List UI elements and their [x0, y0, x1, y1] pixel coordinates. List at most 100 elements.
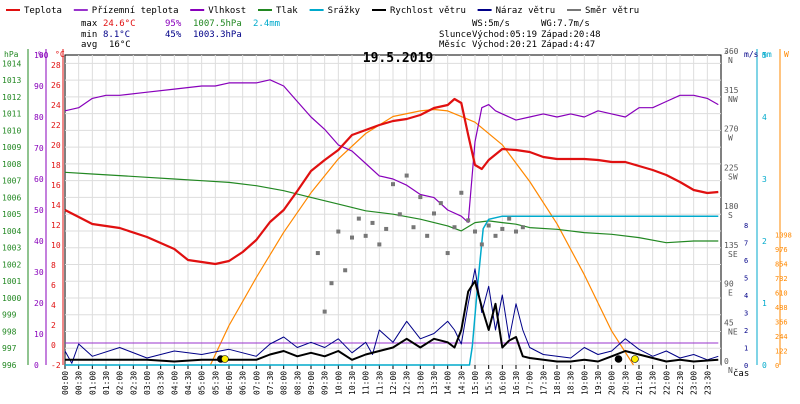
direction-tick: 360	[724, 47, 739, 56]
temperature-tick: 28	[51, 61, 61, 70]
humidity-tick: 90	[34, 82, 44, 91]
x-tick-label: 11:00	[362, 371, 371, 395]
direction-label: W	[728, 134, 733, 143]
x-tick-label: 22:30	[676, 371, 685, 395]
pressure-tick: 1010	[2, 126, 21, 135]
wind-direction-point	[397, 212, 402, 217]
rain-tick: 4	[762, 113, 767, 122]
temperature-tick: 16	[51, 181, 61, 190]
stats-min-hum: 45%	[165, 30, 182, 40]
wind-direction-point	[500, 226, 505, 231]
sun-moon-marker	[614, 355, 623, 363]
x-tick-label: 12:30	[403, 371, 412, 395]
temperature-tick: 10	[51, 241, 61, 250]
stats-min-label: min	[81, 30, 97, 40]
legend-label-pressure: Tlak	[276, 6, 298, 16]
humidity-tick: 30	[34, 268, 44, 277]
wind-direction-point	[514, 229, 518, 234]
wind-tick: 5	[744, 275, 748, 283]
humidity-unit: %	[38, 50, 43, 59]
direction-label: SW	[728, 172, 738, 181]
wind-tick: 4	[744, 292, 748, 300]
direction-tick: 45	[724, 318, 734, 327]
x-tick-label: 16:30	[512, 371, 521, 395]
x-tick-label: 03:30	[157, 371, 166, 395]
direction-tick: 225	[724, 163, 739, 172]
solar-unit: W	[784, 50, 789, 59]
humidity-tick: 100	[34, 51, 49, 60]
wind-direction-point	[520, 225, 525, 230]
x-tick-label: 08:30	[293, 371, 302, 395]
pressure-tick: 1008	[2, 160, 21, 169]
stats-max-press: 1007.5hPa	[193, 19, 242, 29]
x-tick-label: 03:00	[143, 371, 152, 395]
rain-tick: 3	[762, 175, 767, 184]
x-tick-label: 09:30	[321, 371, 330, 395]
x-tick-label: 14:00	[444, 371, 453, 395]
wind-direction-point	[507, 216, 512, 221]
x-tick-label: 20:30	[621, 371, 630, 395]
wind-direction-point	[391, 182, 395, 187]
wind-direction-point	[473, 229, 477, 234]
x-tick-label: 20:00	[608, 371, 617, 395]
temperature-tick: 4	[51, 301, 56, 310]
wind-direction-point	[343, 268, 348, 273]
stats-max-label: max	[81, 19, 98, 29]
sunset-time: Západ:20:48	[541, 30, 601, 40]
direction-label: E	[728, 289, 733, 298]
pressure-tick: 1007	[2, 177, 21, 186]
sun-moon-marker	[631, 355, 639, 363]
x-tick-label: 21:00	[635, 371, 644, 395]
humidity-tick: 40	[34, 237, 44, 246]
wind-direction-point	[438, 201, 443, 206]
x-tick-label: 05:30	[211, 371, 220, 395]
legend-label-wind_speed: Rychlost větru	[390, 6, 466, 16]
wind-direction-point	[479, 242, 484, 247]
wind-direction-point	[350, 235, 354, 240]
direction-tick: 135	[724, 241, 739, 250]
direction-label: NW	[728, 95, 738, 104]
pressure-unit: hPa	[4, 50, 19, 59]
pressure-tick: 1002	[2, 260, 21, 269]
humidity-tick: 70	[34, 144, 44, 153]
solar-tick: 854	[775, 261, 788, 269]
wind-direction-point	[329, 281, 334, 286]
temperature-tick: 22	[51, 121, 61, 130]
pressure-tick: 1014	[2, 59, 21, 68]
pressure-tick: 1005	[2, 210, 21, 219]
x-tick-label: 11:30	[375, 371, 384, 395]
solar-tick: 0	[775, 362, 779, 370]
wind-direction-point	[445, 251, 450, 256]
humidity-tick: 50	[34, 206, 44, 215]
wind-tick: 0	[744, 362, 748, 370]
series-humidity	[64, 79, 719, 223]
x-tick-label: 17:30	[539, 371, 548, 395]
x-tick-label: 07:00	[252, 371, 261, 395]
direction-tick: 180	[724, 202, 739, 211]
temperature-tick: 20	[51, 141, 61, 150]
x-tick-label: 10:30	[348, 371, 357, 395]
x-tick-label: 02:00	[116, 371, 125, 395]
x-tick-label: 15:30	[485, 371, 494, 395]
pressure-tick: 998	[2, 327, 17, 336]
wind-tick: 8	[744, 222, 748, 230]
x-tick-label: 06:30	[239, 371, 248, 395]
legend-label-dew_point: Přízemní teplota	[92, 6, 179, 16]
pressure-tick: 1004	[2, 227, 21, 236]
wind-direction-point	[315, 251, 320, 256]
pressure-tick: 1009	[2, 143, 21, 152]
series-pressure	[64, 171, 719, 244]
direction-label: N	[728, 366, 733, 375]
direction-tick: 315	[724, 86, 739, 95]
temperature-tick: 12	[51, 221, 61, 230]
rain-tick: 1	[762, 299, 767, 308]
pressure-tick: 1006	[2, 193, 21, 202]
wind-gust-info: WG:7.7m/s	[541, 19, 590, 29]
x-tick-label: 22:00	[662, 371, 671, 395]
wind-tick: 7	[744, 240, 748, 248]
chart-title: 19.5.2019	[363, 51, 433, 66]
wind-direction-point	[377, 242, 382, 247]
solar-tick: 610	[775, 290, 788, 298]
series-precipitation	[65, 215, 719, 366]
